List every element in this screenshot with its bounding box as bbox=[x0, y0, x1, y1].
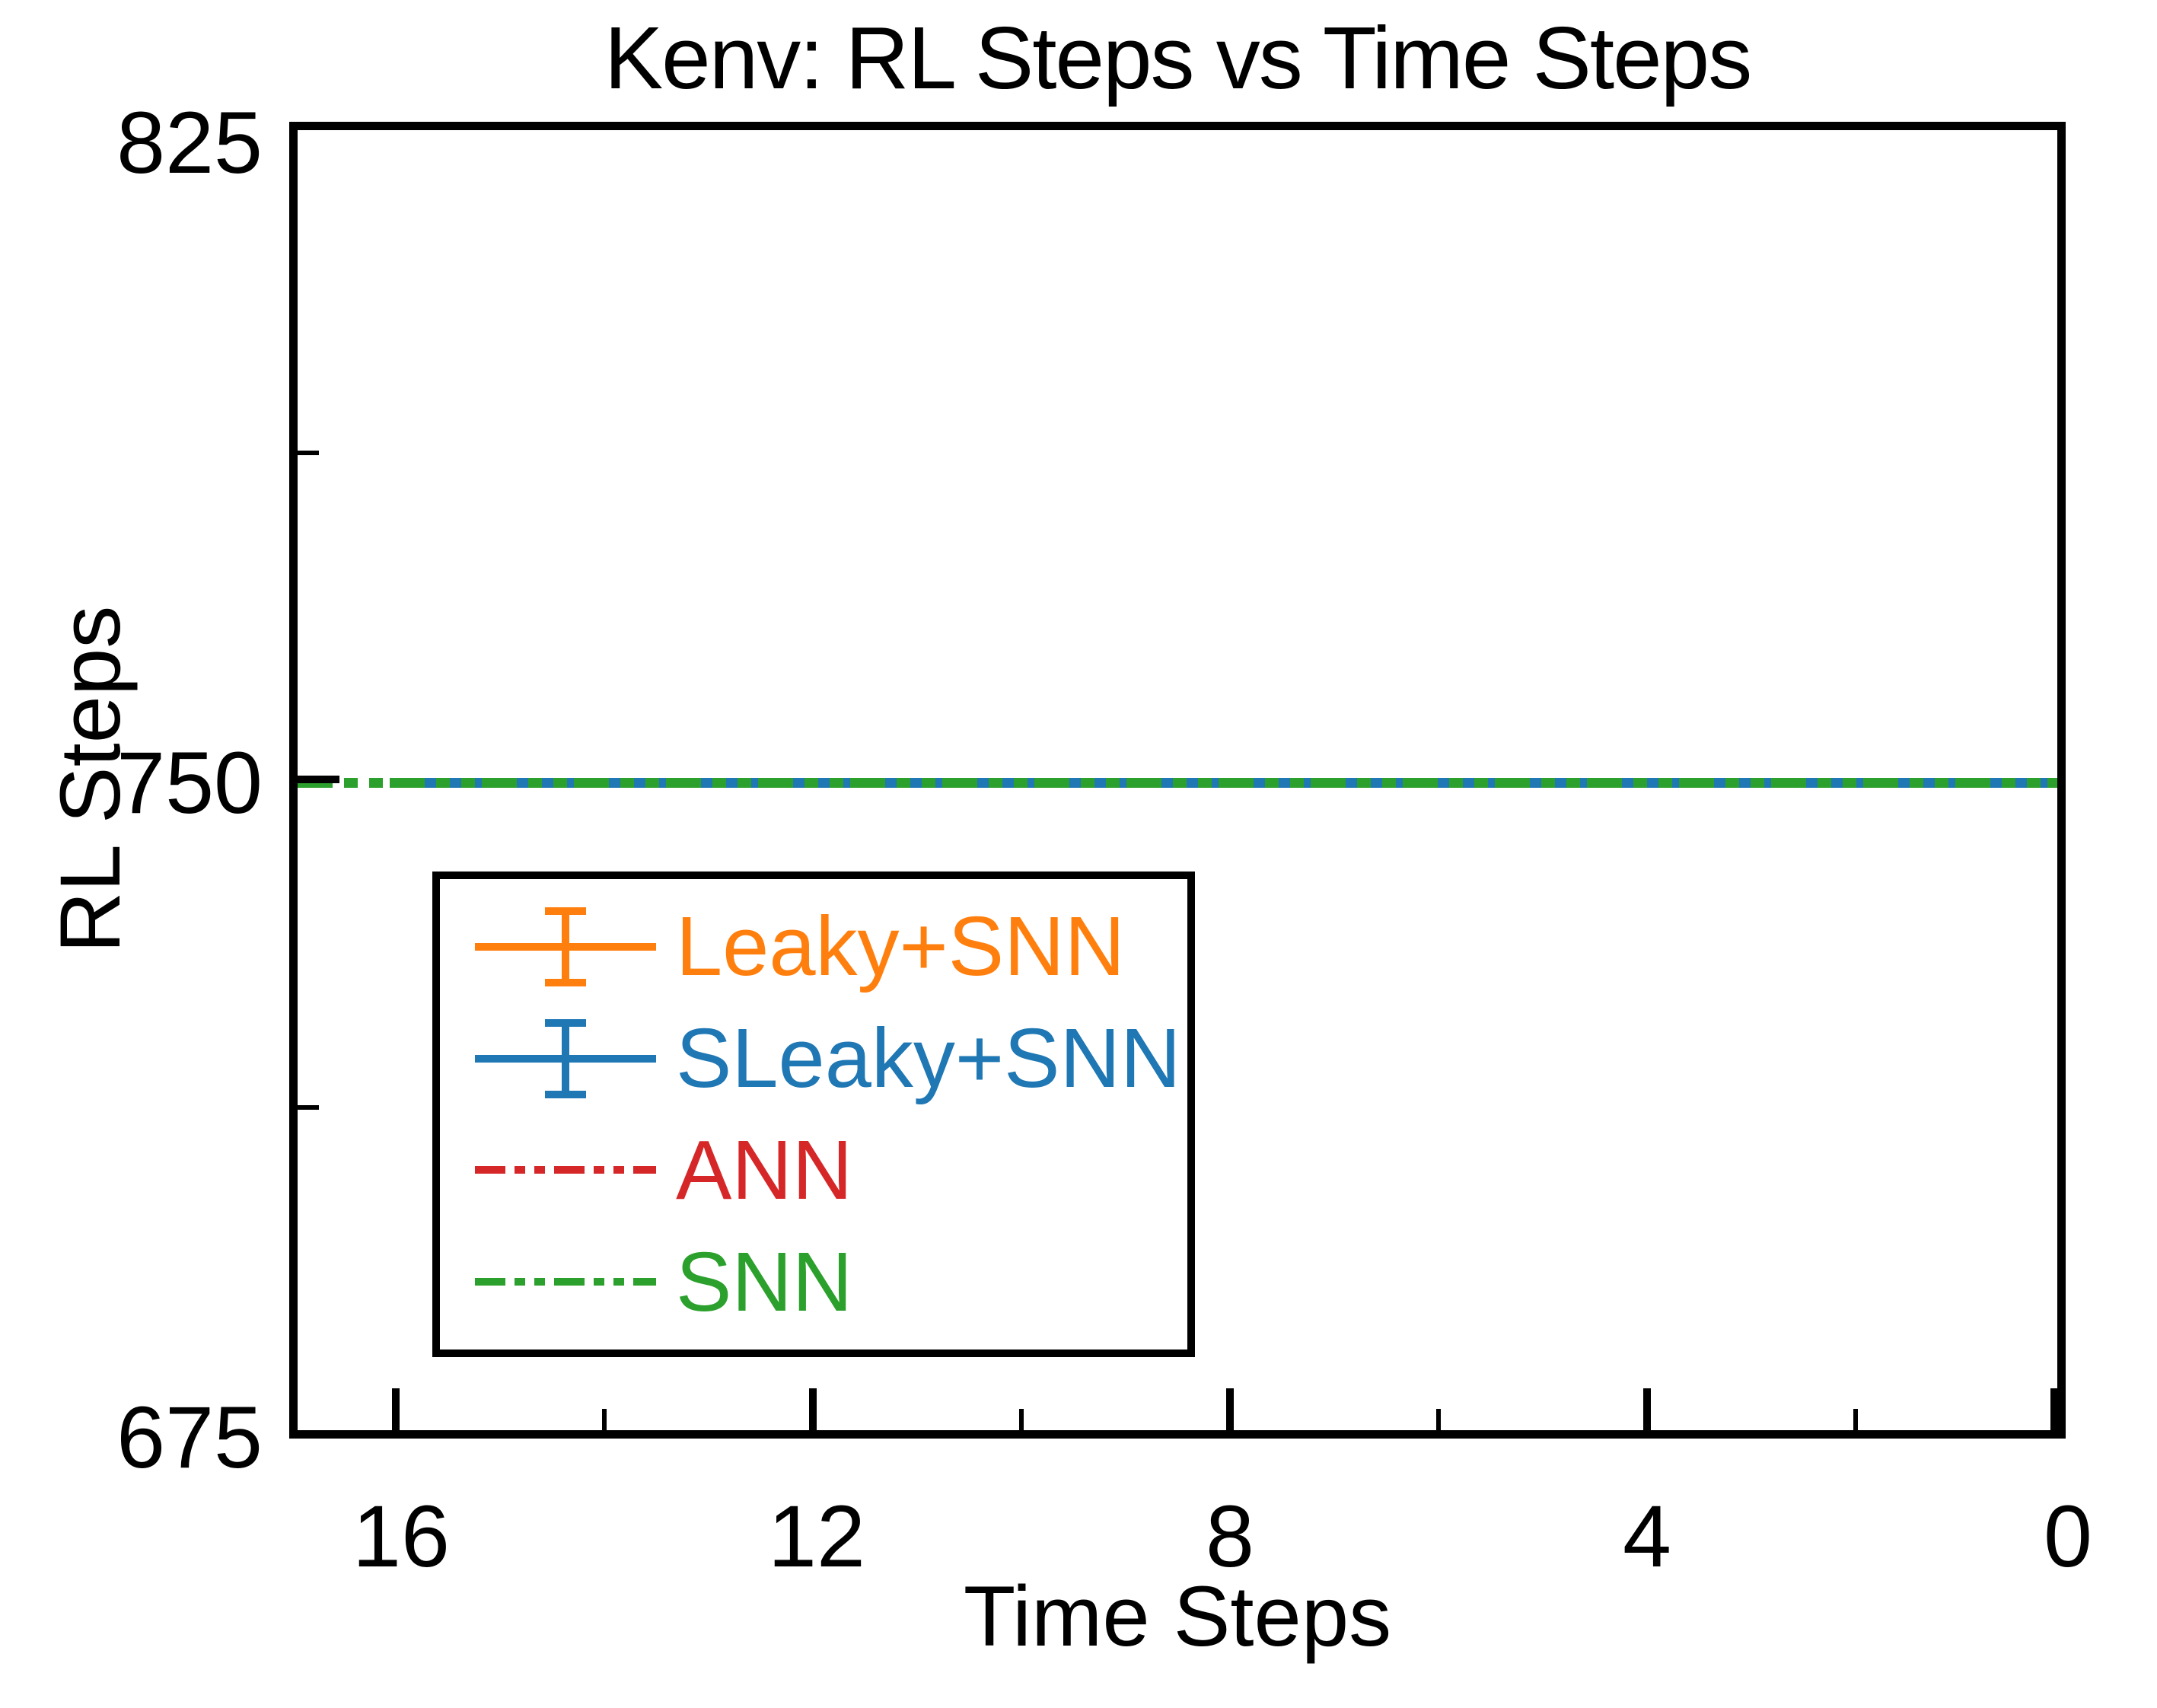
y-major-tick-750 bbox=[298, 776, 339, 783]
x-axis-label: Time Steps bbox=[963, 1569, 1392, 1664]
x-major-tick-0 bbox=[2050, 1388, 2057, 1430]
legend-entry-snn: SNN bbox=[475, 1232, 1181, 1332]
x-tick-label-4: 4 bbox=[1623, 1488, 1671, 1585]
errorbar-line-icon bbox=[475, 1009, 656, 1109]
x-minor-tick-2 bbox=[1853, 1409, 1858, 1430]
legend-entry-ann: ANN bbox=[475, 1120, 1181, 1220]
x-major-tick-8 bbox=[1226, 1388, 1234, 1430]
x-tick-label-8: 8 bbox=[1206, 1488, 1254, 1585]
x-minor-tick-6 bbox=[1436, 1409, 1441, 1430]
x-minor-tick-10 bbox=[1019, 1409, 1024, 1430]
legend-box: Leaky+SNN SLeaky+SNN ANN bbox=[432, 872, 1195, 1357]
x-major-tick-16 bbox=[392, 1388, 400, 1430]
y-axis-label: RL Steps bbox=[43, 605, 138, 954]
x-major-tick-12 bbox=[809, 1388, 817, 1430]
dash-dot-dot-line-icon bbox=[475, 1120, 656, 1220]
x-tick-label-12: 12 bbox=[768, 1488, 865, 1585]
legend-entry-sleaky-snn: SLeaky+SNN bbox=[475, 1009, 1181, 1109]
y-tick-label-750: 750 bbox=[116, 735, 263, 832]
y-tick-label-825: 825 bbox=[116, 94, 263, 192]
legend-label-sleaky-snn: SLeaky+SNN bbox=[676, 1012, 1181, 1106]
series-line-snn-dashed bbox=[298, 778, 2057, 788]
x-tick-label-0: 0 bbox=[2044, 1488, 2092, 1585]
x-major-tick-4 bbox=[1643, 1388, 1651, 1430]
legend-label-leaky-snn: Leaky+SNN bbox=[676, 900, 1126, 994]
dash-dot-dot-line-icon bbox=[475, 1232, 656, 1332]
errorbar-line-icon bbox=[475, 897, 656, 997]
plot-area: Leaky+SNN SLeaky+SNN ANN bbox=[289, 122, 2066, 1439]
y-minor-tick-712 bbox=[298, 1105, 319, 1110]
legend-entry-leaky-snn: Leaky+SNN bbox=[475, 897, 1181, 997]
y-minor-tick-787 bbox=[298, 451, 319, 455]
x-tick-label-16: 16 bbox=[352, 1488, 450, 1585]
y-tick-label-675: 675 bbox=[116, 1389, 263, 1487]
x-minor-tick-14 bbox=[602, 1409, 607, 1430]
legend-label-ann: ANN bbox=[676, 1123, 853, 1217]
chart-title: Kenv: RL Steps vs Time Steps bbox=[604, 8, 1752, 107]
legend-label-snn: SNN bbox=[676, 1235, 853, 1329]
